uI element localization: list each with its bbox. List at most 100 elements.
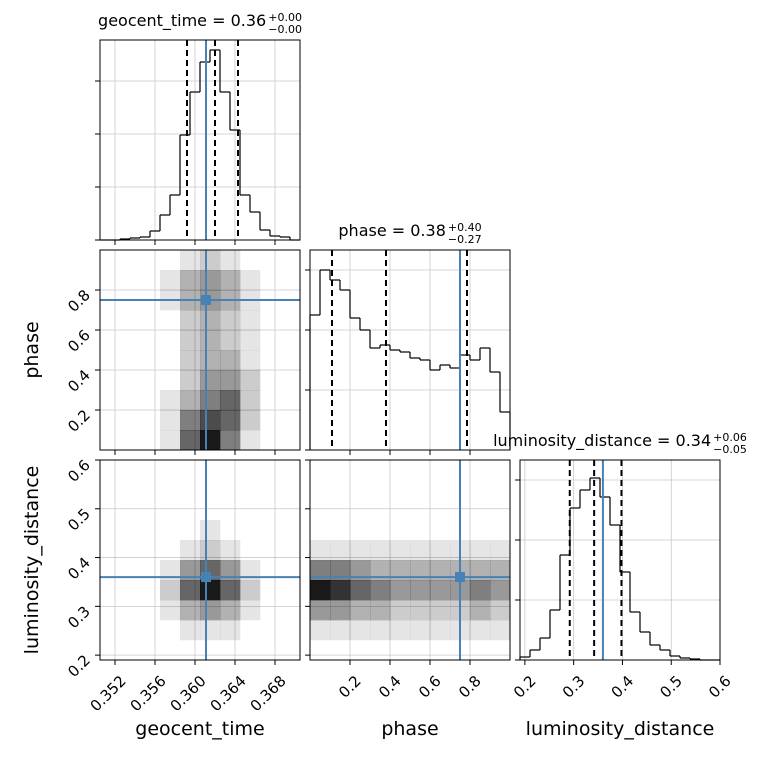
density-cell xyxy=(280,250,300,270)
density-cell xyxy=(260,370,280,390)
density-cell xyxy=(390,540,411,561)
density-cell xyxy=(490,640,510,660)
density-cell xyxy=(220,410,241,431)
density-cell xyxy=(140,620,160,640)
density-cell xyxy=(280,620,300,640)
density-cell xyxy=(390,640,410,660)
density-cell xyxy=(240,600,261,621)
density-cell xyxy=(220,250,241,271)
density-cell xyxy=(160,480,180,500)
density-cell xyxy=(200,500,220,520)
density-cell xyxy=(310,600,331,621)
x-axis-label: luminosity_distance xyxy=(526,718,715,740)
density-cell xyxy=(310,480,330,500)
density-cell xyxy=(220,600,241,621)
density-cell xyxy=(100,500,120,520)
density-cell xyxy=(370,560,391,581)
density-cell xyxy=(160,350,180,370)
density-cell xyxy=(280,540,300,560)
truth-marker xyxy=(201,572,211,583)
density-cell xyxy=(100,460,120,480)
density-cell xyxy=(470,580,491,601)
density-cell xyxy=(180,390,201,411)
density-cell xyxy=(100,250,120,270)
density-cell xyxy=(140,330,160,350)
density-cell xyxy=(240,620,260,640)
density-cell xyxy=(310,560,331,581)
density-cell xyxy=(430,500,450,520)
density-cell xyxy=(260,500,280,520)
density-cell xyxy=(260,640,280,660)
density-cell xyxy=(370,500,390,520)
density-cell xyxy=(220,430,241,451)
density-cell xyxy=(330,460,350,480)
density-cell xyxy=(120,600,140,620)
density-cell xyxy=(260,620,280,640)
density-cell xyxy=(330,640,350,660)
density-cell xyxy=(350,480,370,500)
density-cell xyxy=(430,540,451,561)
density-cell xyxy=(220,520,240,540)
density-cell xyxy=(180,620,201,641)
density-cell xyxy=(370,620,391,641)
density-cell xyxy=(310,520,330,540)
density-cell xyxy=(120,480,140,500)
density-cell xyxy=(120,520,140,540)
density-cell xyxy=(390,480,410,500)
density-cell xyxy=(160,270,181,291)
density-cell xyxy=(470,480,490,500)
density-cell xyxy=(490,460,510,480)
density-cell xyxy=(120,640,140,660)
density-cell xyxy=(120,390,140,410)
density-cell xyxy=(490,520,510,540)
density-cell xyxy=(200,310,221,331)
density-cell xyxy=(100,410,120,430)
density-cell xyxy=(180,560,201,581)
density-cell xyxy=(240,460,260,480)
density-cell xyxy=(350,620,371,641)
density-cell xyxy=(140,430,160,450)
y-axis-label: phase xyxy=(21,321,43,378)
density-cell xyxy=(220,330,241,351)
density-cell xyxy=(180,350,201,371)
density-cell xyxy=(180,540,201,561)
density-cell xyxy=(120,350,140,370)
density-cell xyxy=(140,540,160,560)
density-cell xyxy=(140,410,160,430)
density-cell xyxy=(240,520,260,540)
density-cell xyxy=(490,560,511,581)
density-cell xyxy=(280,460,300,480)
density-cell xyxy=(140,390,160,410)
density-cell xyxy=(160,430,181,451)
density-cell xyxy=(310,460,330,480)
density-cell xyxy=(280,430,300,450)
density-cell xyxy=(350,560,371,581)
density-cell xyxy=(330,600,351,621)
density-cell xyxy=(200,620,221,641)
density-cell xyxy=(140,270,160,290)
density-cell xyxy=(240,560,261,581)
density-cell xyxy=(120,460,140,480)
x-axis-label: geocent_time xyxy=(135,718,264,740)
density-cell xyxy=(180,310,201,331)
density-cell xyxy=(280,410,300,430)
density-cell xyxy=(370,480,390,500)
density-cell xyxy=(120,500,140,520)
density-cell xyxy=(140,250,160,270)
density-cell xyxy=(280,270,300,290)
panel-frame xyxy=(99,39,301,241)
density-cell xyxy=(260,250,280,270)
density-cell xyxy=(200,600,221,621)
density-cell xyxy=(160,310,180,330)
panel-frame xyxy=(309,459,511,661)
density-cell xyxy=(140,350,160,370)
density-cell xyxy=(160,540,180,560)
density-cell xyxy=(200,430,221,451)
density-cell xyxy=(260,350,280,370)
density-cell xyxy=(220,270,241,291)
density-cell xyxy=(180,640,200,660)
density-cell xyxy=(490,500,510,520)
density-cell xyxy=(410,480,430,500)
density-cell xyxy=(140,600,160,620)
